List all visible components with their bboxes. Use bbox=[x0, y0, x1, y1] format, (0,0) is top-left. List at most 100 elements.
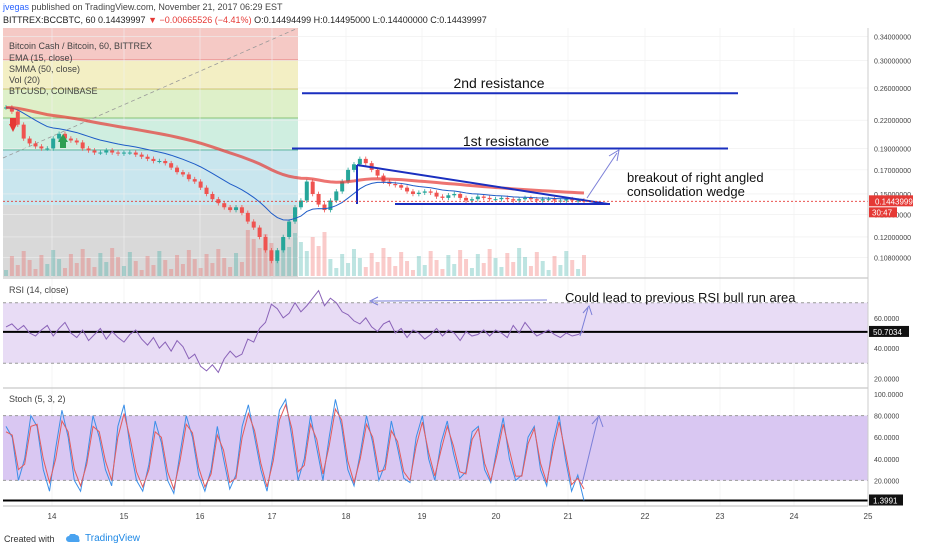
wedge-top-line[interactable] bbox=[356, 164, 609, 205]
volume-bar bbox=[127, 252, 132, 276]
candle bbox=[322, 204, 327, 211]
candle bbox=[104, 150, 109, 153]
rsi-value: 50.7034 bbox=[873, 328, 902, 337]
volume-bar bbox=[251, 239, 256, 276]
candle bbox=[98, 152, 103, 154]
volume-bar bbox=[51, 250, 56, 276]
candle bbox=[316, 193, 321, 205]
volume-bar bbox=[564, 251, 569, 276]
volume-bar bbox=[222, 258, 227, 276]
volume-bar bbox=[505, 253, 510, 276]
volume-bar bbox=[80, 249, 85, 276]
rsi-up-arrow-line[interactable] bbox=[579, 307, 589, 337]
candle bbox=[458, 193, 463, 198]
candle bbox=[45, 148, 50, 150]
rsi-tick-label: 20.0000 bbox=[874, 376, 899, 383]
candle bbox=[428, 191, 433, 193]
candle bbox=[298, 200, 303, 208]
volume-bar bbox=[21, 251, 26, 276]
volume-bar bbox=[62, 268, 67, 276]
volume-bar bbox=[552, 256, 557, 276]
candle bbox=[216, 199, 221, 204]
stoch-tick-label: 40.0000 bbox=[874, 457, 899, 464]
candle bbox=[523, 197, 528, 200]
volume-bar bbox=[528, 266, 533, 276]
volume-bar bbox=[369, 253, 374, 276]
volume-bar bbox=[57, 259, 62, 276]
candle bbox=[481, 196, 486, 198]
volume-bar bbox=[558, 265, 563, 276]
volume-bar bbox=[121, 266, 126, 276]
stoch-tick-label: 20.0000 bbox=[874, 478, 899, 485]
candle bbox=[416, 192, 421, 194]
second-resistance-label: 2nd resistance bbox=[453, 75, 544, 91]
sell-marker-icon bbox=[9, 124, 17, 132]
volume-bar bbox=[192, 259, 197, 276]
volume-bar bbox=[133, 261, 138, 276]
volume-bar bbox=[493, 258, 498, 276]
volume-bar bbox=[464, 259, 469, 276]
volume-bar bbox=[281, 238, 286, 276]
volume-bar bbox=[334, 268, 339, 276]
price-tick-label: 0.10800000 bbox=[874, 255, 911, 262]
volume-bar bbox=[351, 249, 356, 276]
countdown-value: 30:47 bbox=[872, 208, 893, 217]
candle bbox=[222, 203, 227, 208]
candle bbox=[357, 158, 362, 165]
candle bbox=[346, 169, 351, 182]
candle bbox=[263, 236, 268, 251]
candle bbox=[169, 163, 174, 168]
candle bbox=[505, 197, 510, 200]
breakout-arrow-line[interactable] bbox=[586, 152, 618, 199]
price-change: ▼ −0.00665526 (−4.41%) bbox=[148, 15, 252, 25]
candle bbox=[499, 197, 504, 200]
candle bbox=[434, 192, 439, 197]
volume-bar bbox=[310, 237, 315, 276]
volume-bar bbox=[9, 256, 14, 276]
time-tick-label: 24 bbox=[790, 512, 799, 521]
candle bbox=[464, 197, 469, 201]
sell-marker-stem bbox=[10, 118, 16, 124]
candle bbox=[133, 152, 138, 155]
ohlc-prefix: BITTREX:BCCBTC, 60 0.14439997 bbox=[3, 15, 149, 25]
stoch-axis: 100.0000 80.0000 60.0000 40.0000 20.0000 bbox=[874, 392, 903, 485]
footer: Created with TradingView bbox=[0, 528, 932, 550]
volume-bar bbox=[15, 265, 20, 276]
candle bbox=[570, 199, 575, 201]
time-axis[interactable]: 14 15 16 17 18 19 20 21 22 23 24 25 bbox=[48, 512, 873, 521]
volume-bar bbox=[381, 248, 386, 276]
legend-compare: BTCUSD, COINBASE bbox=[9, 86, 98, 96]
price-tick-label: 0.30000000 bbox=[874, 58, 911, 65]
chart-area[interactable]: 2nd resistance 1st resistance breakout o… bbox=[0, 28, 932, 528]
stoch-up-arrow-line[interactable] bbox=[581, 417, 599, 485]
candle bbox=[452, 193, 457, 196]
volume-bar bbox=[204, 254, 209, 276]
buy-marker-icon bbox=[58, 134, 68, 142]
volume-bar bbox=[110, 248, 115, 276]
stoch-k-line bbox=[5, 397, 585, 501]
volume-bar bbox=[216, 249, 221, 276]
candle bbox=[163, 161, 168, 164]
trend-dashed-line bbox=[2, 28, 299, 159]
volume-bar bbox=[151, 265, 156, 276]
volume-bar bbox=[487, 249, 492, 276]
price-tick-label: 0.19000000 bbox=[874, 146, 911, 153]
candle bbox=[245, 212, 250, 222]
volume-bar bbox=[375, 262, 380, 276]
candle bbox=[281, 236, 286, 251]
candle bbox=[517, 199, 522, 201]
volume-bar bbox=[27, 260, 32, 276]
countdown-tag bbox=[869, 207, 897, 218]
stoch-value: 1.3991 bbox=[873, 496, 898, 505]
volume-bar bbox=[322, 232, 327, 276]
candle bbox=[110, 150, 115, 153]
rsi-up-arrow-icon bbox=[582, 305, 593, 316]
candle bbox=[393, 183, 398, 186]
rsi-arrow-line[interactable] bbox=[371, 299, 548, 302]
candle bbox=[340, 181, 345, 192]
author-link[interactable]: jvegas bbox=[3, 2, 30, 12]
candle bbox=[27, 138, 32, 144]
price-tick-label: 0.12000000 bbox=[874, 235, 911, 242]
tradingview-brand-link[interactable]: TradingView bbox=[85, 533, 141, 544]
volume-bar bbox=[92, 267, 97, 276]
